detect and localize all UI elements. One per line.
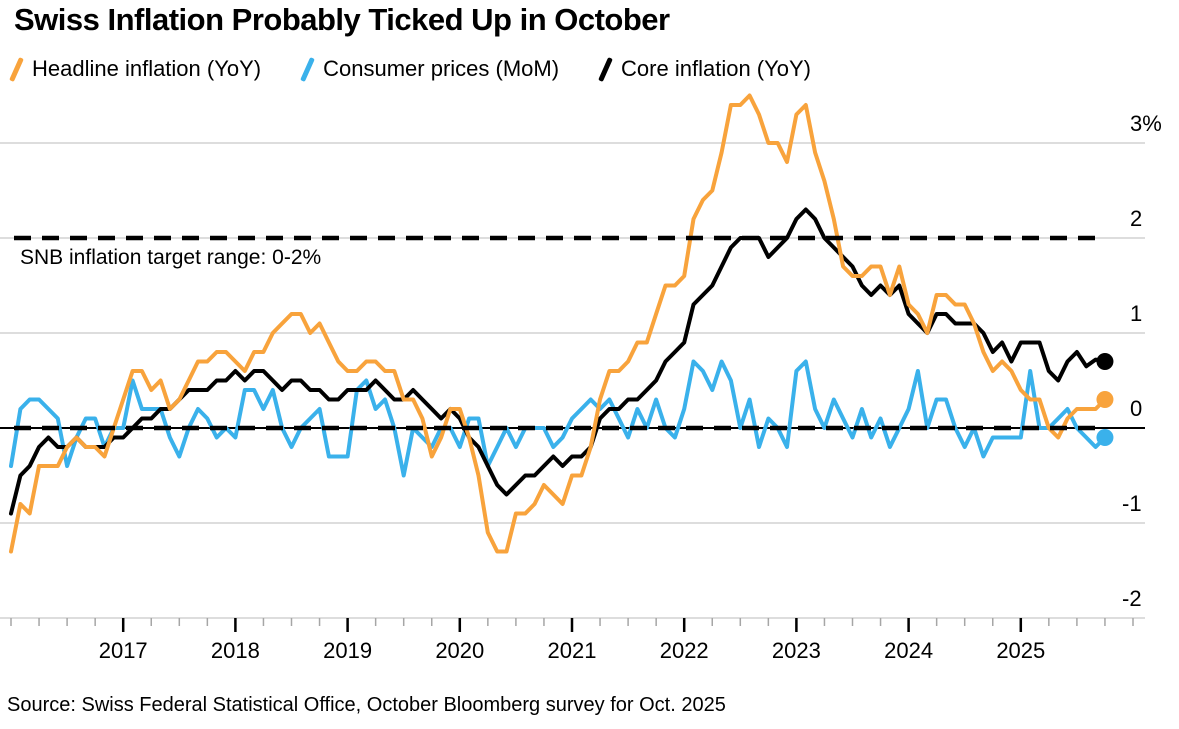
x-tick-label: 2018 xyxy=(211,638,260,663)
x-tick-label: 2022 xyxy=(660,638,709,663)
chart-title: Swiss Inflation Probably Ticked Up in Oc… xyxy=(14,2,670,37)
y-tick-label: 1 xyxy=(1130,301,1142,326)
legend-label: Headline inflation (YoY) xyxy=(32,56,262,81)
x-tick-label: 2023 xyxy=(772,638,821,663)
legend-label: Core inflation (YoY) xyxy=(621,56,812,81)
x-tick-label: 2024 xyxy=(884,638,933,663)
series-consumer-prices xyxy=(9,359,1107,478)
x-axis-ticks xyxy=(10,618,1134,632)
core-inflation-slash-icon xyxy=(598,56,613,82)
y-tick-label: -1 xyxy=(1122,491,1142,516)
legend-label: Consumer prices (MoM) xyxy=(323,56,560,81)
y-tick-label: 2 xyxy=(1130,206,1142,231)
gridlines xyxy=(0,142,1145,619)
series-core-inflation xyxy=(9,207,1107,516)
survey-dot-core xyxy=(1096,353,1114,370)
x-tick-label: 2017 xyxy=(99,638,148,663)
x-tick-label: 2021 xyxy=(548,638,597,663)
series-lines xyxy=(9,93,1107,554)
target-range-annotation: SNB inflation target range: 0-2% xyxy=(20,246,322,269)
x-tick-label: 2020 xyxy=(435,638,484,663)
forecast-dots xyxy=(1096,353,1114,446)
target-lines xyxy=(14,235,1103,431)
x-tick-label: 2025 xyxy=(996,638,1045,663)
y-tick-label: -2 xyxy=(1122,586,1142,611)
x-axis-labels: 2017 2018 2019 2020 2021 2022 2023 2024 2025 xyxy=(99,638,1046,663)
legend-item-headline-inflation: Headline inflation (YoY) xyxy=(9,56,262,82)
consumer-prices-slash-icon xyxy=(300,56,315,82)
legend: Headline inflation (YoY) Consumer prices… xyxy=(9,56,812,82)
survey-dot-mom xyxy=(1096,429,1114,446)
y-tick-label: 0 xyxy=(1130,396,1142,421)
y-axis-labels: 3% 2 1 0 -1 -2 xyxy=(1122,111,1162,611)
series-headline-inflation xyxy=(9,93,1107,554)
survey-dot-headline xyxy=(1096,391,1114,408)
source-note: Source: Swiss Federal Statistical Office… xyxy=(7,694,726,716)
legend-item-core-inflation: Core inflation (YoY) xyxy=(598,56,812,82)
x-tick-label: 2019 xyxy=(323,638,372,663)
legend-item-consumer-prices: Consumer prices (MoM) xyxy=(300,56,560,82)
y-tick-label: 3% xyxy=(1130,111,1162,136)
